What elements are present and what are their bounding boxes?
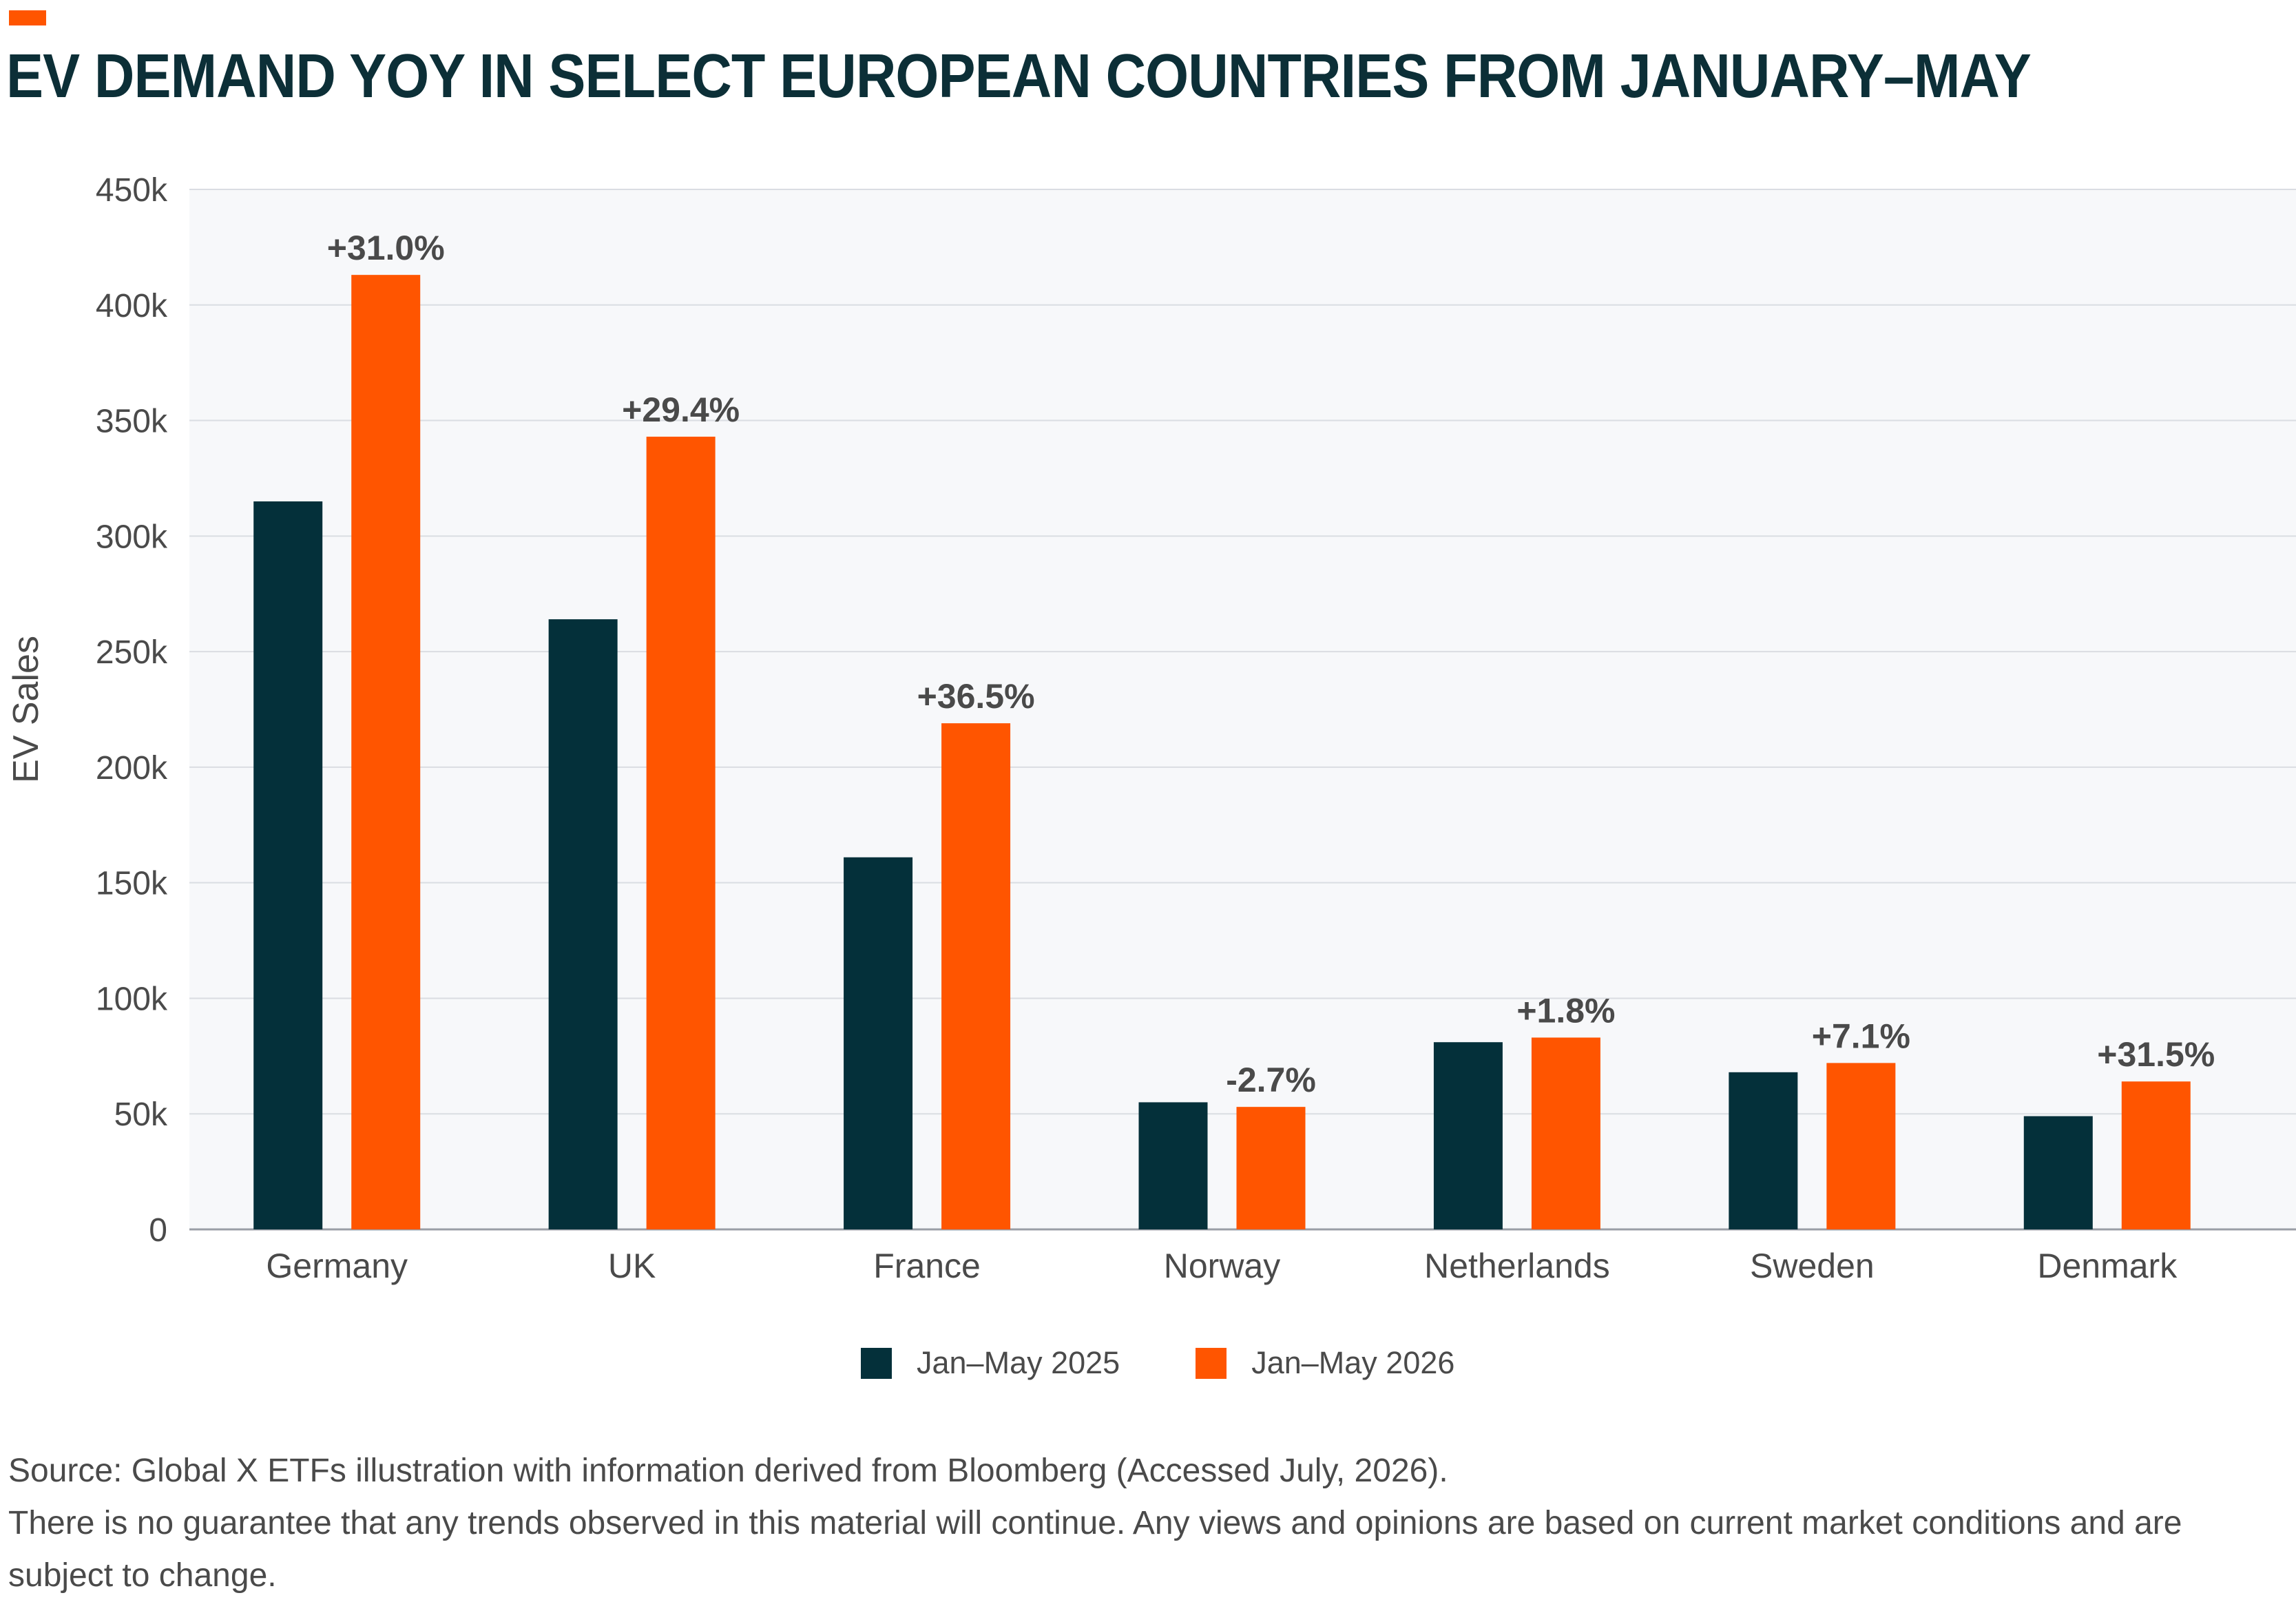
bar-2025-netherlands xyxy=(1433,1042,1503,1229)
x-tick-label: Norway xyxy=(1164,1247,1280,1285)
y-tick-label: 50k xyxy=(114,1096,168,1133)
y-tick-label: 250k xyxy=(96,634,168,671)
source-note: Source: Global X ETFs illustration with … xyxy=(8,1453,1448,1489)
y-tick-label: 400k xyxy=(96,288,168,324)
y-tick-label: 450k xyxy=(96,172,168,209)
chart-title: EV DEMAND YOY IN SELECT EUROPEAN COUNTRI… xyxy=(6,42,2032,111)
legend-swatch-2025 xyxy=(861,1347,892,1379)
bar-2026-france xyxy=(941,723,1011,1229)
y-tick-label: 0 xyxy=(149,1212,167,1249)
bar-2025-germany xyxy=(253,501,323,1229)
bar-2026-norway xyxy=(1236,1107,1306,1229)
legend: Jan–May 2025 Jan–May 2026 xyxy=(861,1345,1530,1381)
bar-2025-denmark xyxy=(2023,1116,2093,1229)
y-tick-label: 200k xyxy=(96,750,168,787)
yoy-change-label: +36.5% xyxy=(917,677,1035,716)
y-tick-label: 150k xyxy=(96,866,168,902)
x-tick-label: Sweden xyxy=(1750,1247,1875,1285)
yoy-change-label: +7.1% xyxy=(1812,1017,1910,1055)
disclaimer-note: There is no guarantee that any trends ob… xyxy=(8,1505,2182,1594)
legend-item-2026: Jan–May 2026 xyxy=(1196,1345,1454,1381)
yoy-change-label: -2.7% xyxy=(1226,1061,1316,1099)
x-tick-label: France xyxy=(873,1247,981,1285)
bar-2025-sweden xyxy=(1729,1072,1798,1229)
yoy-change-label: +31.5% xyxy=(2097,1035,2215,1074)
legend-label-2025: Jan–May 2025 xyxy=(917,1345,1120,1380)
legend-label-2026: Jan–May 2026 xyxy=(1251,1345,1455,1380)
x-tick-label: Netherlands xyxy=(1424,1247,1610,1285)
bar-2026-netherlands xyxy=(1531,1037,1600,1229)
bar-2026-sweden xyxy=(1826,1063,1896,1229)
bar-chart: 0 50k 100k 150k 200k 250k 300k 350k 400k 450k EV S… xyxy=(6,172,2296,1285)
bar-2025-france xyxy=(844,857,913,1229)
yoy-change-label: +29.4% xyxy=(622,391,740,429)
x-tick-label: Denmark xyxy=(2037,1247,2178,1285)
bar-2026-uk xyxy=(646,437,716,1229)
y-tick-label: 100k xyxy=(96,981,168,1017)
y-tick-label: 350k xyxy=(96,404,168,440)
y-axis-title: EV Sales xyxy=(6,636,46,783)
bar-2026-germany xyxy=(351,275,421,1230)
bar-2025-norway xyxy=(1138,1102,1208,1229)
legend-swatch-2026 xyxy=(1196,1347,1227,1379)
footnotes: Source: Global X ETFs illustration with … xyxy=(8,1445,2281,1602)
plot-background xyxy=(189,189,2296,1229)
yoy-change-label: +31.0% xyxy=(327,229,445,267)
x-tick-label: Germany xyxy=(266,1247,408,1285)
y-tick-label: 300k xyxy=(96,519,168,555)
title-accent-bar xyxy=(9,10,46,25)
bar-2025-uk xyxy=(548,619,618,1229)
yoy-change-label: +1.8% xyxy=(1516,991,1615,1030)
legend-item-2025: Jan–May 2025 xyxy=(861,1345,1120,1381)
bar-2026-denmark xyxy=(2121,1081,2191,1229)
x-tick-label: UK xyxy=(608,1247,656,1285)
